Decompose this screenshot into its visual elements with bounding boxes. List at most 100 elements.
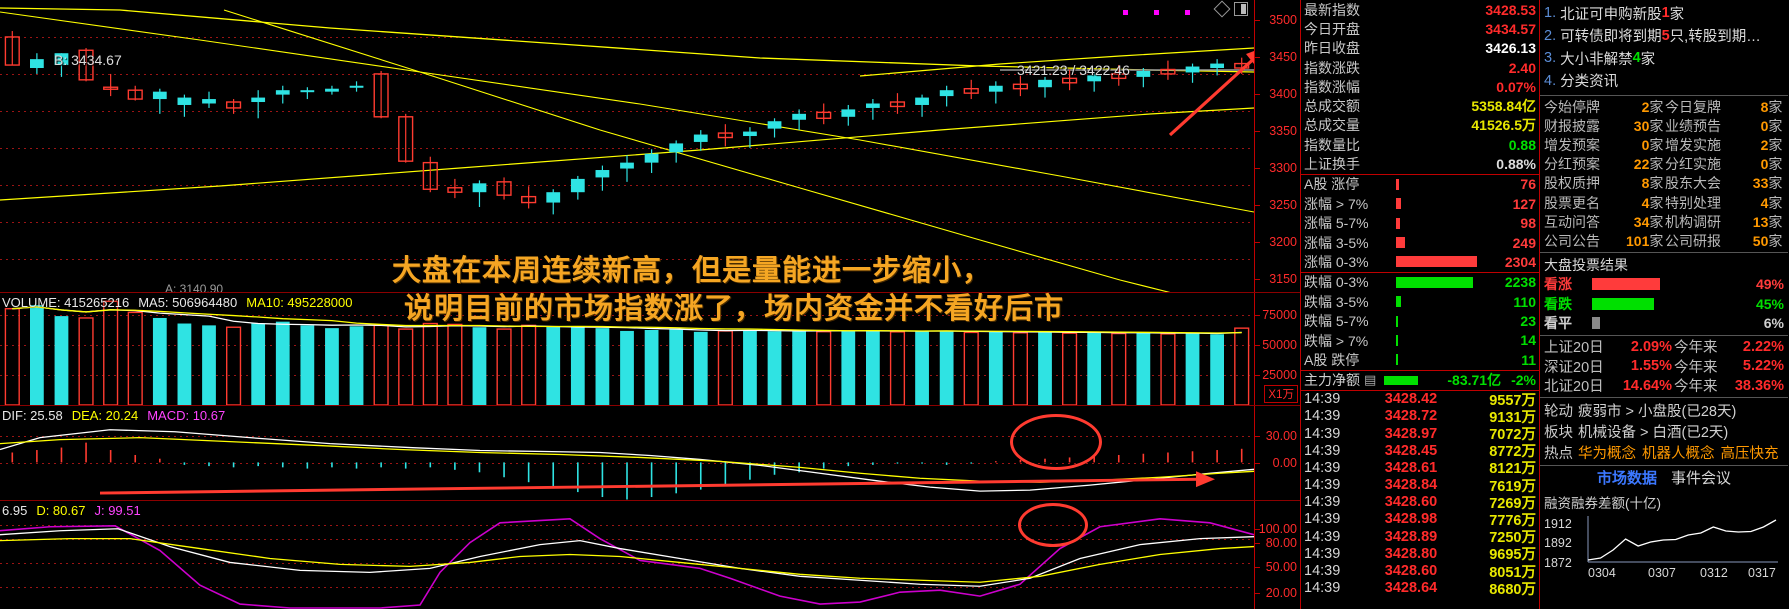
tick-volume: 8121万 (1489, 461, 1536, 478)
distribution-bar-wrap (1382, 353, 1478, 366)
tick-price: 3428.60 (1384, 494, 1438, 511)
stat-value: 34 (1633, 213, 1650, 230)
main-funds-row[interactable]: 主力净额 ▤ -83.71亿 -2% (1301, 371, 1539, 391)
quote-label: 总成交量 (1304, 117, 1360, 134)
vote-bar (1592, 297, 1655, 310)
tab-inactive[interactable]: 事件会议 (1671, 470, 1732, 487)
news-text: 可转债即将到期 (1560, 29, 1662, 46)
tick-row[interactable]: 14:39 3428.84 7619万 (1301, 477, 1539, 495)
vote-percent: 45% (1755, 295, 1784, 312)
tick-table[interactable]: 14:39 3428.42 9557万 14:39 3428.72 9131万 14:39 3… (1301, 391, 1539, 609)
rotation-key: 轮动 (1544, 403, 1573, 420)
kdj-pane[interactable]: 6.95 D: 80.67 J: 99.51 100.00 80.00 50.00 20.… (0, 500, 1300, 609)
price-plot[interactable]: B: 3434.67 A: 3140.90 3421.23 / 3422.46 (0, 0, 1254, 292)
quote-row: 总成交量 41526.5万 (1301, 116, 1539, 135)
tab-active[interactable]: 市场数据 (1596, 470, 1657, 487)
stat-row: 今始停牌 2 家今日复牌 8 家 (1544, 97, 1784, 116)
stat-value: 0 (1760, 117, 1769, 134)
macd-label-part: MACD: 10.67 (147, 408, 226, 423)
index-perf-ytd-label: 今年来 (1674, 340, 1718, 357)
tick-row[interactable]: 14:39 3428.45 8772万 (1301, 442, 1539, 461)
price-axis-tick: 3200 (1269, 235, 1297, 249)
panel-tabs[interactable]: 市场数据 事件会议 (1540, 466, 1788, 490)
stat-label: 机构调研 (1664, 213, 1721, 230)
hot-topics-row[interactable]: 热点 华为概念 机器人概念 高压快充 (1544, 442, 1784, 463)
stat-label: 增发实施 (1664, 136, 1721, 153)
stat-unit: 家 (1768, 156, 1783, 173)
vote-bar (1592, 317, 1600, 330)
volume-multiplier: X1万 (1264, 385, 1298, 403)
hot-topic-item[interactable]: 机器人概念 (1642, 445, 1715, 462)
distribution-row: 跌幅 3-5% 110 (1301, 292, 1539, 311)
stat-row: 分红预案 22 家分红实施 0 家 (1544, 155, 1784, 174)
tick-volume: 8680万 (1489, 581, 1536, 598)
hot-topic-item[interactable]: 高压快充 (1720, 445, 1779, 462)
diamond-icon[interactable] (1213, 0, 1231, 18)
main-funds-percent: -2% (1511, 372, 1536, 389)
split-pane-icon[interactable] (1234, 2, 1248, 16)
volume-pane[interactable]: VOLUME: 415265216 MA5: 506964480 MA10: 495… (0, 292, 1300, 405)
price-axis-tick: 3450 (1269, 50, 1297, 64)
volume-plot[interactable] (0, 293, 1254, 405)
tick-row[interactable]: 14:39 3428.42 9557万 (1301, 391, 1539, 409)
tick-row[interactable]: 14:39 3428.60 7269万 (1301, 494, 1539, 512)
tick-row[interactable]: 14:39 3428.89 7250万 (1301, 528, 1539, 547)
tick-price: 3428.60 (1384, 563, 1438, 580)
mini-y-tick: 1872 (1544, 555, 1572, 570)
news-text: 北证可申购新股 (1560, 6, 1662, 23)
news-index: 3. (1544, 50, 1557, 67)
stat-value: 2 (1760, 136, 1769, 153)
main-funds-amount: -83.71亿 (1447, 372, 1502, 389)
news-item[interactable]: 2. 可转债即将到期 5 只,转股到期… (1544, 25, 1784, 48)
mini-y-tick: 1892 (1544, 535, 1572, 550)
distribution-label: 跌幅 > 7% (1304, 332, 1369, 349)
tick-price: 3428.61 (1384, 459, 1438, 476)
chart-area[interactable]: B: 3434.67 A: 3140.90 3421.23 / 3422.46 … (0, 0, 1300, 609)
tick-row[interactable]: 14:39 3428.97 7072万 (1301, 425, 1539, 444)
mini-x-tick: 0307 (1648, 565, 1676, 580)
tick-time: 14:39 (1304, 425, 1341, 442)
rotation-block[interactable]: 轮动 疲弱市 > 小盘股(已28天) 板块 机械设备 > 白酒(已2天) 热点 华为概念机… (1540, 398, 1788, 466)
quote-value: 3428.53 (1485, 1, 1536, 18)
price-pane[interactable]: B: 3434.67 A: 3140.90 3421.23 / 3422.46 … (0, 0, 1300, 292)
list-icon[interactable]: ▤ (1364, 372, 1377, 388)
tick-row[interactable]: 14:39 3428.80 9695万 (1301, 545, 1539, 564)
tick-row[interactable]: 14:39 3428.61 8121万 (1301, 459, 1539, 478)
distribution-label: 涨幅 > 7% (1304, 195, 1369, 212)
kdj-plot[interactable] (0, 501, 1254, 609)
distribution-label: 跌幅 5-7% (1304, 313, 1369, 330)
macd-pane[interactable]: DIF: 25.58 DEA: 20.24 MACD: 10.67 30.00 0.0… (0, 405, 1300, 500)
tick-row[interactable]: 14:39 3428.72 9131万 (1301, 408, 1539, 426)
price-axis: 3500 3450 3400 3350 3300 3250 3200 3150 (1254, 0, 1300, 292)
distribution-value: 98 (1520, 215, 1536, 232)
volume-axis-tick: 75000 (1262, 308, 1297, 322)
price-axis-tick: 3500 (1269, 13, 1297, 27)
kdj-label-part: 6.95 (2, 503, 28, 518)
right-panels: 最新指数 3428.53 今日开盘 3434.57 昨日收盘 3426.13 指数涨跌 2.4… (1300, 0, 1789, 609)
kdj-axis-tick: 20.00 (1265, 586, 1297, 600)
tick-row[interactable]: 14:39 3428.60 8051万 (1301, 562, 1539, 581)
distribution-value: 127 (1512, 195, 1536, 212)
stat-unit: 家 (1649, 232, 1664, 249)
distribution-value: 76 (1520, 176, 1536, 193)
tick-row[interactable]: 14:39 3428.64 8680万 (1301, 580, 1539, 598)
index-performance-block: 上证20日 2.09% 今年来 2.22% 深证20日 1.55% 今年来 5.22% 北证20… (1540, 336, 1788, 398)
distribution-value: 110 (1513, 293, 1536, 310)
quote-label: 指数涨幅 (1304, 78, 1360, 95)
news-item[interactable]: 4. 分类资讯 (1544, 70, 1784, 93)
hot-topic-item[interactable]: 华为概念 (1578, 445, 1636, 462)
rotation-row[interactable]: 板块 机械设备 > 白酒(已2天) (1544, 421, 1784, 442)
news-item[interactable]: 1. 北证可申购新股 1 家 (1544, 2, 1784, 25)
quote-value: 3426.13 (1485, 40, 1536, 57)
index-perf-ytd: 38.36% (1734, 377, 1784, 394)
news-block[interactable]: 1. 北证可申购新股 1 家 2. 可转债即将到期 5 只,转股到期… 3. 大小非解禁 … (1540, 0, 1788, 96)
tick-row[interactable]: 14:39 3428.98 7776万 (1301, 511, 1539, 529)
rotation-row[interactable]: 轮动 疲弱市 > 小盘股(已28天) (1544, 400, 1784, 421)
quote-column: 最新指数 3428.53 今日开盘 3434.57 昨日收盘 3426.13 指数涨跌 2.4… (1300, 0, 1540, 609)
stat-unit: 家 (1768, 98, 1783, 115)
distribution-value: 14 (1520, 332, 1536, 349)
stat-label: 股权质押 (1544, 175, 1600, 192)
news-item[interactable]: 3. 大小非解禁 4 家 (1544, 47, 1784, 70)
distribution-value: 2304 (1504, 253, 1536, 270)
chart-widgets[interactable] (1213, 0, 1248, 18)
